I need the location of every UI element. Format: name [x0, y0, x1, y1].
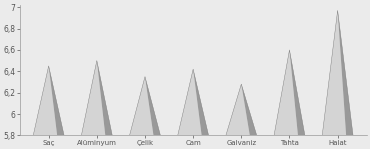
Polygon shape [145, 77, 161, 135]
Polygon shape [338, 10, 353, 135]
Polygon shape [49, 66, 64, 135]
Polygon shape [33, 66, 57, 135]
Polygon shape [178, 69, 202, 135]
Polygon shape [81, 61, 105, 135]
Polygon shape [274, 50, 298, 135]
Polygon shape [226, 84, 250, 135]
Polygon shape [130, 77, 154, 135]
Bar [20, 135, 367, 143]
Bar [20, 135, 367, 138]
Polygon shape [322, 10, 346, 135]
Polygon shape [97, 61, 112, 135]
Polygon shape [193, 69, 209, 135]
Polygon shape [289, 50, 305, 135]
Polygon shape [241, 84, 257, 135]
